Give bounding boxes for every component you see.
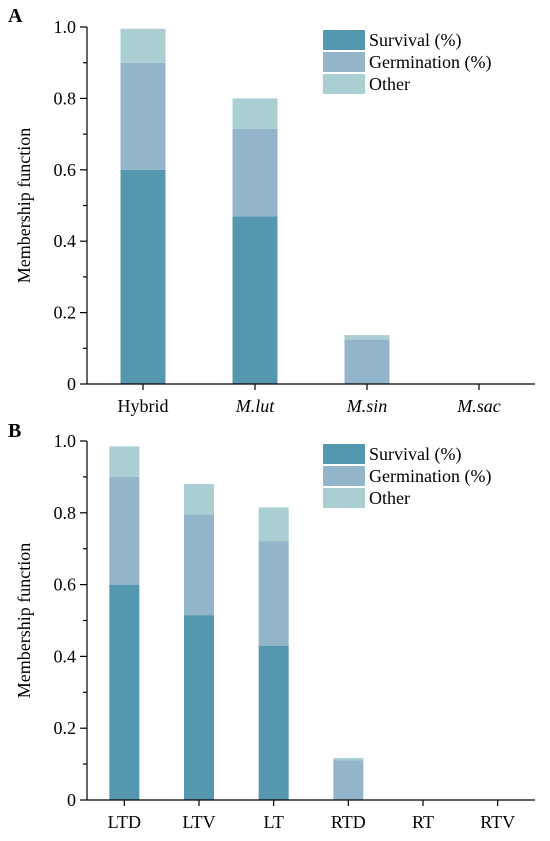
bar-ltv-series-1: [184, 514, 214, 616]
y-tick-label: 0: [67, 790, 76, 810]
x-tick-label: LTD: [108, 812, 141, 832]
legend-swatch: [323, 488, 365, 508]
y-tick-label: 0.6: [54, 575, 77, 595]
legend-label: Other: [369, 74, 410, 94]
x-tick-label: M.sin: [346, 396, 388, 416]
panel-label: A: [8, 5, 23, 27]
bar-ltd-series-1: [109, 476, 140, 585]
x-tick-label: RTD: [331, 812, 366, 832]
y-tick-label: 0.2: [54, 303, 77, 323]
x-tick-label: LT: [263, 812, 283, 832]
bar-mlut-series-1: [232, 128, 278, 217]
y-tick-label: 0.6: [54, 160, 77, 180]
y-tick-label: 0: [67, 374, 76, 394]
x-tick-label: M.lut: [235, 396, 275, 416]
legend: Survival (%)Germination (%)Other: [323, 444, 491, 508]
legend-swatch: [323, 466, 365, 486]
bar-ltd-series-0: [109, 584, 140, 800]
bar-ltv-series-2: [184, 484, 214, 515]
legend-label: Germination (%): [369, 52, 491, 73]
panel-label: B: [8, 420, 21, 442]
bar-mlut-series-0: [232, 216, 278, 384]
y-tick-label: 0.4: [54, 231, 77, 251]
y-tick-label: 0.4: [54, 646, 77, 666]
bar-hybrid-series-0: [120, 169, 166, 384]
bar-ltv-series-0: [184, 615, 214, 800]
x-tick-label: Hybrid: [118, 396, 169, 416]
bar-msin-series-1: [344, 339, 390, 385]
bar-rtd-series-1: [333, 760, 364, 800]
bar-hybrid-series-1: [120, 62, 166, 170]
legend-swatch: [323, 74, 365, 94]
y-tick-label: 0.2: [54, 718, 77, 738]
legend-swatch: [323, 30, 365, 50]
legend-label: Survival (%): [369, 444, 461, 465]
y-tick-label: 0.8: [54, 503, 77, 523]
legend-label: Other: [369, 488, 410, 508]
legend: Survival (%)Germination (%)Other: [323, 30, 491, 94]
bar-msin-series-2: [344, 335, 390, 340]
bar-mlut-series-2: [232, 98, 278, 129]
x-tick-label: M.sac: [456, 396, 501, 416]
legend-swatch: [323, 444, 365, 464]
bar-rtd-series-2: [333, 758, 364, 761]
y-tick-label: 1.0: [54, 431, 77, 451]
y-tick-label: 1.0: [54, 17, 77, 37]
legend-label: Germination (%): [369, 466, 491, 487]
panel-B: B 0 0.2 0.4 0.6 0.8 1.0 LTD LTV LT RTD RT RTV Members…: [8, 420, 535, 832]
bar-ltd-series-2: [109, 446, 140, 477]
bar-lt-series-1: [258, 541, 289, 646]
bar-hybrid-series-2: [120, 28, 166, 63]
x-tick-label: LTV: [182, 812, 215, 832]
bar-lt-series-0: [258, 645, 289, 800]
panel-A: A 0 0.2 0.4 0.6 0.8 1.0 Hybrid M.lut M.sin M.sac Me…: [8, 5, 535, 416]
y-axis-label: Membership function: [14, 543, 34, 698]
x-tick-label: RTV: [480, 812, 515, 832]
bar-lt-series-2: [258, 507, 289, 542]
legend-label: Survival (%): [369, 30, 461, 51]
x-tick-label: RT: [412, 812, 434, 832]
y-tick-label: 0.8: [54, 88, 77, 108]
legend-swatch: [323, 52, 365, 72]
y-axis-label: Membership function: [14, 128, 34, 283]
